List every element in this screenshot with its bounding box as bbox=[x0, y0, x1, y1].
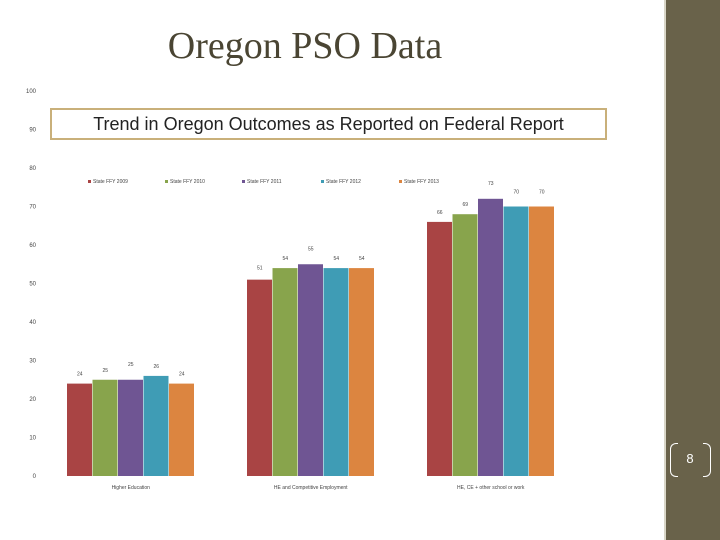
y-tick-label: 80 bbox=[29, 166, 36, 172]
x-tick-label: Higher Education bbox=[112, 485, 151, 491]
legend-swatch bbox=[165, 180, 168, 183]
data-label: 25 bbox=[102, 368, 108, 374]
legend-swatch bbox=[242, 180, 245, 183]
bar bbox=[427, 221, 452, 476]
y-tick-label: 30 bbox=[29, 359, 36, 365]
legend-label: State FFY 2013 bbox=[404, 179, 439, 185]
y-tick-label: 20 bbox=[29, 397, 36, 403]
data-label: 54 bbox=[359, 256, 365, 262]
data-label: 70 bbox=[513, 190, 519, 196]
chart-title: Trend in Oregon Outcomes as Reported on … bbox=[93, 114, 564, 134]
bar bbox=[452, 214, 478, 476]
data-label: 25 bbox=[128, 362, 134, 368]
data-label: 73 bbox=[488, 181, 494, 187]
data-label: 55 bbox=[308, 246, 314, 252]
legend-label: State FFY 2009 bbox=[93, 179, 128, 185]
legend-swatch bbox=[88, 180, 91, 183]
legend-swatch bbox=[321, 180, 324, 183]
bar bbox=[478, 198, 503, 477]
legend-swatch bbox=[399, 180, 402, 183]
data-label: 26 bbox=[153, 364, 159, 370]
y-tick-label: 40 bbox=[29, 320, 36, 326]
bar bbox=[298, 264, 323, 476]
bar bbox=[349, 268, 374, 476]
data-label: 51 bbox=[257, 266, 263, 272]
x-tick-label: HE, CE + other school or work bbox=[457, 485, 525, 491]
bar bbox=[143, 375, 169, 476]
data-label: 24 bbox=[179, 372, 185, 378]
bar bbox=[67, 383, 92, 476]
y-tick-label: 0 bbox=[33, 474, 37, 480]
data-label: 24 bbox=[77, 372, 83, 378]
legend-label: State FFY 2012 bbox=[326, 179, 361, 185]
bar bbox=[118, 379, 143, 476]
bar bbox=[323, 268, 349, 476]
legend-label: State FFY 2011 bbox=[247, 179, 282, 185]
page-number-bracket-left bbox=[670, 443, 678, 477]
bar bbox=[92, 379, 118, 476]
y-tick-label: 90 bbox=[29, 128, 36, 134]
data-label: 54 bbox=[333, 256, 339, 262]
y-tick-label: 100 bbox=[26, 89, 37, 95]
bar bbox=[169, 383, 194, 476]
bar bbox=[529, 206, 554, 476]
bar bbox=[503, 206, 529, 476]
sidebar-border bbox=[664, 0, 666, 540]
y-tick-label: 10 bbox=[29, 436, 36, 442]
data-label: 69 bbox=[462, 202, 468, 208]
y-tick-label: 70 bbox=[29, 205, 36, 211]
x-tick-label: HE and Competitive Employment bbox=[274, 485, 348, 491]
data-label: 66 bbox=[437, 210, 443, 216]
bar bbox=[247, 279, 272, 476]
y-tick-label: 50 bbox=[29, 282, 36, 288]
page-number-bracket-right bbox=[703, 443, 711, 477]
chart-title-box: Trend in Oregon Outcomes as Reported on … bbox=[50, 108, 607, 140]
data-label: 54 bbox=[282, 256, 288, 262]
slide-sidebar bbox=[666, 0, 720, 540]
data-label: 70 bbox=[539, 190, 545, 196]
page-number: 8 bbox=[686, 451, 694, 466]
bar bbox=[272, 268, 298, 476]
y-tick-label: 60 bbox=[29, 243, 36, 249]
slide-title: Oregon PSO Data bbox=[167, 25, 443, 67]
bar-chart: 0 10 20 30 40 50 60 70 80 90 100 State FFY 2009 Stat… bbox=[26, 89, 554, 491]
legend-label: State FFY 2010 bbox=[170, 179, 205, 185]
